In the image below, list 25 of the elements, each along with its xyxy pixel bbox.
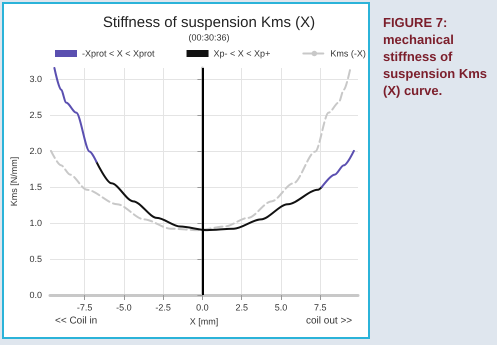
legend-label: Kms (-X) — [330, 48, 366, 58]
line-series — [95, 160, 323, 232]
text: << Coil in — [55, 316, 98, 326]
y-tick-label: 2.5 — [29, 110, 42, 120]
y-axis-title: Kms [N/mm] — [9, 156, 20, 206]
chart-title: Stiffness of suspension Kms (X) — [102, 14, 316, 31]
legend-label: Xp- < X < Xp+ — [214, 48, 270, 58]
y-tick-label: 3.0 — [29, 74, 42, 84]
y-tick-label: 1.0 — [29, 218, 42, 228]
caption: FIGURE 7: mechanical stiffness of suspension Kms (X) curve. — [383, 15, 491, 98]
chart-subtitle: (00:30:36) — [188, 32, 230, 42]
x-axis-title: X [mm] — [190, 316, 218, 326]
x-tick-label: -5.0 — [116, 302, 132, 312]
y-tick-label: 0.5 — [29, 254, 42, 264]
legend-label: -Xprot < X < Xprot — [82, 48, 156, 58]
y-tick-label: 0.0 — [29, 290, 42, 300]
x-tick-label: 0.0 — [196, 302, 209, 312]
y-tick-label: 2.0 — [29, 146, 42, 156]
x-tick-label: 2.5 — [235, 302, 248, 312]
x-tick-label: -2.5 — [155, 302, 171, 312]
x-tick-label: 5.0 — [274, 302, 288, 312]
x-tick-label: -7.5 — [76, 302, 92, 312]
x-tick-label: 7.5 — [314, 302, 327, 312]
y-tick-label: 1.5 — [29, 182, 42, 192]
text: coil out >> — [306, 316, 352, 326]
